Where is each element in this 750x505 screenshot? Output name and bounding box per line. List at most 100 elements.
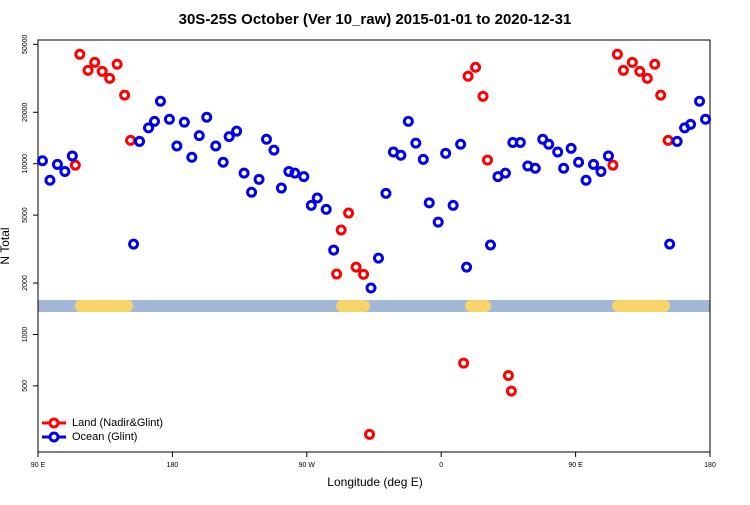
point xyxy=(246,186,258,198)
x-tick-label: 180 xyxy=(167,462,179,469)
point xyxy=(331,268,343,280)
point xyxy=(402,115,414,127)
point xyxy=(163,113,175,125)
x-tick-label: 90 E xyxy=(568,462,583,469)
point xyxy=(440,147,452,159)
point xyxy=(96,65,108,77)
land-strip xyxy=(336,300,370,312)
point xyxy=(350,261,362,273)
point xyxy=(543,138,555,150)
y-tick-label: 2000 xyxy=(22,275,29,291)
legend-label: Ocean (Glint) xyxy=(72,431,137,443)
x-tick-label: 180 xyxy=(704,462,716,469)
point xyxy=(580,174,592,186)
point xyxy=(694,95,706,107)
y-tick-label: 1000 xyxy=(22,327,29,343)
point xyxy=(298,171,310,183)
point xyxy=(343,207,355,219)
point xyxy=(611,48,623,60)
point xyxy=(685,118,697,130)
point xyxy=(143,122,155,134)
series xyxy=(36,95,712,294)
y-tick-label: 5000 xyxy=(22,207,29,223)
x-tick-label: 0 xyxy=(439,462,443,469)
point xyxy=(223,131,235,143)
point xyxy=(558,162,570,174)
point xyxy=(505,385,517,397)
point xyxy=(74,48,86,60)
y-tick-label: 50000 xyxy=(22,34,29,54)
point xyxy=(602,150,614,162)
chart-title: 30S-25S October (Ver 10_raw) 2015-01-01 … xyxy=(179,11,572,28)
point xyxy=(380,187,392,199)
point xyxy=(253,173,265,185)
point xyxy=(210,140,222,152)
point xyxy=(664,238,676,250)
point xyxy=(565,142,577,154)
point xyxy=(311,192,323,204)
point xyxy=(283,166,295,178)
point xyxy=(231,125,243,137)
point xyxy=(514,137,526,149)
point xyxy=(171,140,183,152)
y-tick-label: 500 xyxy=(22,380,29,392)
point xyxy=(372,252,384,264)
point xyxy=(552,146,564,158)
point xyxy=(455,138,467,150)
point xyxy=(481,154,493,166)
point xyxy=(461,261,473,273)
point xyxy=(364,428,376,440)
point xyxy=(89,56,101,68)
ocean-strip xyxy=(38,300,710,312)
point xyxy=(573,156,585,168)
point xyxy=(335,224,347,236)
point xyxy=(477,90,489,102)
point xyxy=(51,158,63,170)
point xyxy=(44,174,56,186)
y-tick-label: 20000 xyxy=(22,102,29,122)
point xyxy=(358,268,370,280)
point xyxy=(134,135,146,147)
point xyxy=(499,167,511,179)
point xyxy=(626,56,638,68)
point xyxy=(395,149,407,161)
land-ocean-band xyxy=(38,300,710,312)
point xyxy=(275,182,287,194)
point xyxy=(82,64,94,76)
point xyxy=(671,135,683,147)
point xyxy=(66,150,78,162)
land-strip xyxy=(612,300,670,312)
point xyxy=(410,137,422,149)
point xyxy=(104,72,116,84)
point xyxy=(59,166,71,178)
point xyxy=(238,167,250,179)
point xyxy=(201,111,213,123)
point xyxy=(36,155,48,167)
point xyxy=(217,156,229,168)
point xyxy=(447,199,459,211)
point xyxy=(502,370,514,382)
point xyxy=(470,61,482,73)
y-tick-label: 10000 xyxy=(22,154,29,174)
land-strip xyxy=(465,300,491,312)
point xyxy=(529,162,541,174)
point xyxy=(588,158,600,170)
point xyxy=(484,239,496,251)
legend-label: Land (Nadir&Glint) xyxy=(72,417,163,429)
point xyxy=(595,166,607,178)
point xyxy=(462,70,474,82)
point xyxy=(260,133,272,145)
point xyxy=(178,116,190,128)
legend-marker xyxy=(48,431,60,443)
point xyxy=(193,130,205,142)
point xyxy=(617,64,629,76)
point xyxy=(634,65,646,77)
y-axis-label: N Total xyxy=(0,227,12,264)
point xyxy=(305,199,317,211)
point xyxy=(154,95,166,107)
point xyxy=(641,72,653,84)
point xyxy=(69,159,81,171)
